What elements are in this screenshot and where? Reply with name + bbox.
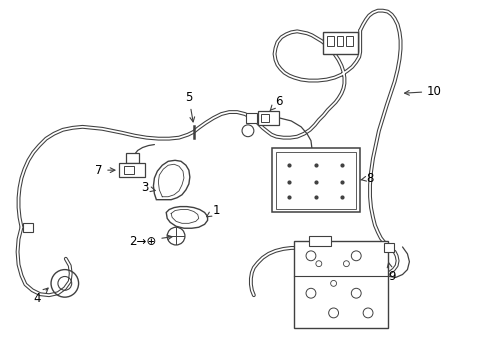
Text: 5: 5 [185,91,194,122]
Bar [245,113,256,123]
Bar [260,114,268,122]
Text: 8: 8 [360,171,373,185]
Text: 1: 1 [206,204,220,217]
Bar [119,163,144,177]
Bar [308,236,330,246]
Bar [383,243,393,252]
Bar [123,166,133,174]
Text: 3: 3 [142,181,155,194]
Bar [23,223,33,232]
Bar [322,32,358,54]
Text: 9: 9 [386,263,394,283]
Text: 10: 10 [404,85,441,98]
Text: 2→⊕: 2→⊕ [129,235,172,248]
Bar [125,153,139,163]
Text: 6: 6 [269,95,282,111]
Bar [326,36,333,46]
Bar [257,111,279,125]
Text: 4: 4 [34,288,48,305]
Bar [275,152,356,208]
Text: 7: 7 [95,164,115,177]
Bar [294,241,387,328]
Bar [346,36,352,46]
Bar [271,148,360,212]
Bar [336,36,343,46]
